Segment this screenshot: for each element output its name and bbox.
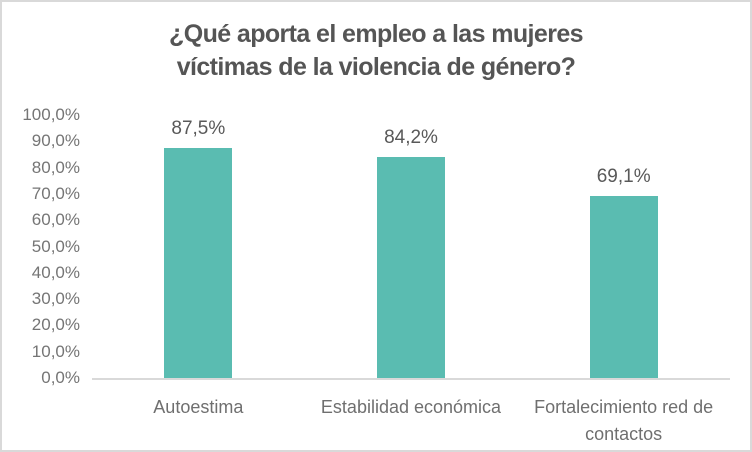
chart-title-line-1: ¿Qué aporta el empleo a las mujeres: [169, 20, 583, 48]
y-axis-tick-label: 10,0%: [31, 341, 80, 361]
y-axis-tick-label: 70,0%: [31, 183, 80, 203]
y-axis-tick-label: 80,0%: [31, 157, 80, 177]
bar-3: [589, 196, 658, 378]
y-axis-tick-label: 30,0%: [31, 289, 80, 309]
y-axis-tick-label: 60,0%: [31, 210, 80, 230]
y-axis-tick-label: 90,0%: [31, 131, 80, 151]
x-axis-category-label-2: Estabilidad económica: [320, 397, 502, 417]
bar-1: [164, 147, 233, 378]
y-axis-tick-label: 40,0%: [31, 262, 80, 282]
y-axis-tick-label: 100,0%: [22, 105, 80, 124]
chart-title-line-2: víctimas de la violencia de género?: [176, 53, 576, 81]
x-axis-category-label-3: Fortalecimiento red de contactos: [534, 397, 714, 444]
y-axis-tick-label: 50,0%: [31, 236, 80, 256]
x-axis-category-label-1: Autoestima: [153, 397, 244, 417]
bar-data-label-2: 84,2%: [384, 126, 438, 148]
plot-area: 87,5% 84,2% 69,1%: [92, 115, 730, 380]
chart-title: ¿Qué aporta el empleo a las mujeres víct…: [2, 18, 750, 84]
bar-data-label-3: 69,1%: [596, 166, 651, 188]
bar-data-label-1: 87,5%: [171, 117, 226, 139]
y-axis-tick-label: 0,0%: [41, 368, 80, 387]
x-axis-line: [92, 378, 730, 380]
bar-2: [377, 156, 445, 378]
y-axis-tick-label: 20,0%: [31, 315, 80, 335]
